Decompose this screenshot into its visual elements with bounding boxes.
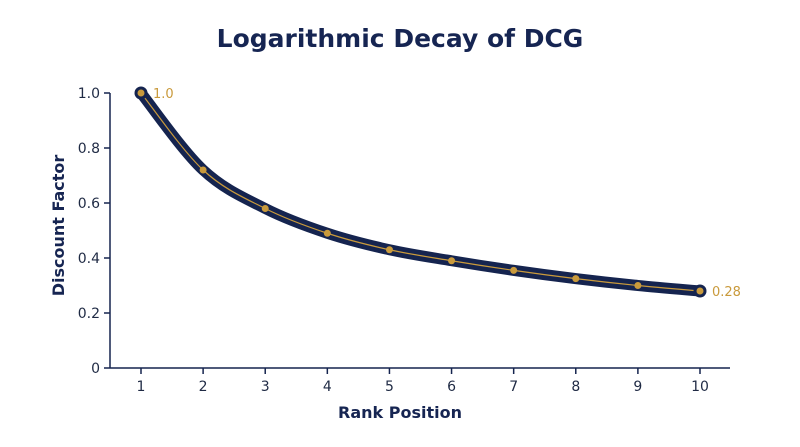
chart-title: Logarithmic Decay of DCG	[216, 24, 584, 53]
series-line	[135, 87, 706, 297]
series-line-highlight	[140, 92, 701, 292]
y-tick-label: 0	[91, 361, 100, 377]
data-label: 1.0	[153, 87, 174, 102]
x-tick-label: 10	[691, 379, 709, 395]
data-point	[323, 229, 331, 237]
y-tick-label: 0.6	[78, 196, 100, 212]
y-axis-title: Discount Factor	[49, 155, 68, 297]
data-point	[634, 282, 642, 289]
series-layer	[135, 87, 706, 297]
labels-layer: 1.0 0.28	[153, 87, 741, 300]
x-tick-label: 4	[323, 379, 332, 395]
y-tick-label: 1.0	[78, 86, 100, 102]
x-tick-label: 9	[633, 379, 642, 395]
x-tick-label: 6	[447, 379, 456, 395]
x-tick-label: 5	[385, 379, 394, 395]
data-point	[261, 205, 269, 212]
y-tick-label: 0.4	[78, 251, 100, 267]
data-point	[385, 246, 393, 254]
x-tick-label: 7	[509, 379, 518, 395]
x-tick-label: 8	[571, 379, 580, 395]
axes	[109, 93, 730, 369]
data-point	[572, 275, 580, 283]
markers-layer	[134, 86, 707, 298]
data-point	[199, 166, 207, 174]
x-tick-label: 3	[261, 379, 270, 395]
data-point	[448, 257, 456, 265]
ticks: 0 0.2 0.4 0.6 0.8 1.0 1 2 3 4 5 6 7 8 9 10	[78, 86, 709, 395]
y-tick-label: 0.2	[78, 306, 100, 322]
data-label: 0.28	[712, 285, 741, 300]
data-point	[696, 287, 704, 295]
x-tick-label: 1	[137, 379, 146, 395]
y-tick-label: 0.8	[78, 141, 100, 157]
data-point	[510, 266, 518, 274]
x-tick-label: 2	[199, 379, 208, 395]
data-point	[137, 89, 145, 97]
x-axis-title: Rank Position	[338, 403, 462, 422]
